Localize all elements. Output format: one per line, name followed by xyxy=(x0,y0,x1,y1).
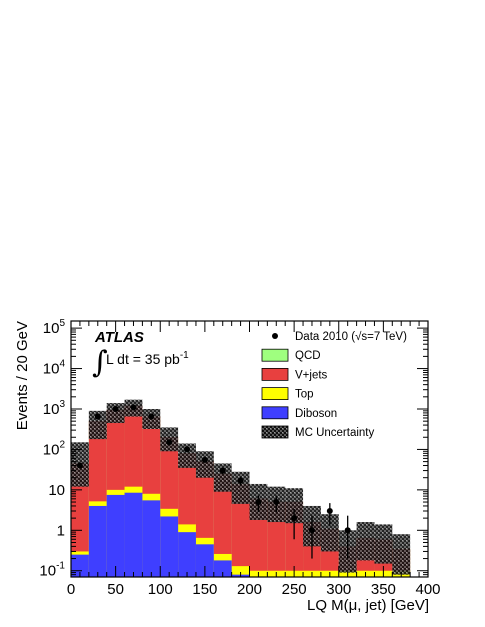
bar-diboson-0 xyxy=(71,554,89,577)
x-tick-label-8: 400 xyxy=(415,581,440,598)
x-axis-title: LQ M(μ, jet) [GeV] xyxy=(307,597,429,614)
bar-v-jets-9 xyxy=(231,483,250,577)
mc-uncertainty-band-6 xyxy=(178,443,196,468)
luminosity-superscript: -1 xyxy=(180,350,189,361)
bar-diboson-6 xyxy=(178,532,196,577)
bar-diboson-1 xyxy=(88,505,107,577)
legend-label-v-jets: V+jets xyxy=(295,369,328,381)
legend-swatch-diboson xyxy=(261,406,289,420)
data-point-12 xyxy=(291,515,298,522)
integral-symbol: ∫ xyxy=(92,345,108,380)
data-point-5 xyxy=(166,439,173,446)
legend-marker-data-2010-s-7-tev xyxy=(272,333,278,339)
y-tick-base: 1 xyxy=(57,522,65,539)
legend-label-diboson: Diboson xyxy=(295,408,337,420)
labels: ATLAS L dt = 35 pb-1 LQ M(μ, jet) [GeV] … xyxy=(14,321,429,614)
y-tick-label-3: 102 xyxy=(43,439,66,458)
bar-diboson-5 xyxy=(160,516,179,577)
mc-uncertainty-band-2 xyxy=(106,403,125,424)
data-point-13 xyxy=(308,527,315,534)
data-point-2 xyxy=(112,405,119,412)
y-tick-exponent: 2 xyxy=(59,439,65,450)
y-tick-base: 10 xyxy=(39,563,56,580)
x-tick-label-2: 100 xyxy=(148,581,173,598)
bar-diboson-8 xyxy=(213,560,232,577)
mc-uncertainty-band-1 xyxy=(88,410,107,440)
y-tick-exponent: 4 xyxy=(59,359,65,370)
y-tick-base: 10 xyxy=(43,320,60,337)
legend-label-qcd: QCD xyxy=(295,350,321,362)
legend-label-top: Top xyxy=(295,389,314,401)
y-tick-label-2: 103 xyxy=(43,399,66,418)
experiment-label: ATLAS xyxy=(94,329,144,346)
data-point-7 xyxy=(201,456,208,463)
y-tick-exponent: 3 xyxy=(59,399,65,410)
mc-uncertainty-band-9 xyxy=(231,471,250,504)
bar-diboson-2 xyxy=(106,494,125,577)
luminosity-label: L dt = 35 pb-1 xyxy=(106,350,189,367)
data-point-3 xyxy=(130,404,137,411)
x-tick-label-1: 50 xyxy=(107,581,124,598)
y-tick-exponent: 5 xyxy=(59,318,65,329)
legend-swatch-mc-uncertainty xyxy=(261,425,289,439)
data-point-6 xyxy=(184,446,191,453)
mc-uncertainty-band-14 xyxy=(320,514,339,552)
data-point-10 xyxy=(255,499,262,506)
y-tick-base: 10 xyxy=(48,482,65,499)
x-tick-label-5: 250 xyxy=(282,581,307,598)
y-tick-base: 10 xyxy=(43,441,60,458)
mc-uncertainty-band-12 xyxy=(285,488,304,524)
legend-swatch-v-jets xyxy=(261,367,289,381)
data-point-1 xyxy=(94,413,101,420)
mc-uncertainty-band-7 xyxy=(195,451,214,478)
data-point-4 xyxy=(148,413,155,420)
x-tick-label-0: 0 xyxy=(67,581,75,598)
y-axis-title: Events / 20 GeV xyxy=(14,321,31,430)
plot-area xyxy=(71,399,411,577)
axes: 0 50 100 150 200 250 300 350 4001051041031021011… xyxy=(39,318,440,598)
bar-diboson-3 xyxy=(124,492,143,577)
y-tick-base: 10 xyxy=(43,361,60,378)
legend-label-data-2010-s-7-tev: Data 2010 (√s=7 TeV) xyxy=(295,330,407,343)
x-tick-label-4: 200 xyxy=(237,581,262,598)
y-tick-label-1: 104 xyxy=(43,359,66,378)
legend-swatch-qcd xyxy=(261,348,289,362)
luminosity-main: L dt = 35 pb xyxy=(106,351,180,367)
x-tick-label-7: 350 xyxy=(371,581,396,598)
y-tick-label-5: 1 xyxy=(57,522,65,539)
data-point-9 xyxy=(237,477,244,484)
x-tick-label-6: 300 xyxy=(326,581,351,598)
legend: Data 2010 (√s=7 TeV) QCD V+jets Top Diboson M… xyxy=(261,330,407,439)
mc-uncertainty-band-16 xyxy=(356,522,375,561)
y-tick-exponent: -1 xyxy=(56,561,65,572)
data-point-11 xyxy=(273,499,280,506)
legend-label-mc-uncertainty: MC Uncertainty xyxy=(295,427,374,439)
y-tick-label-4: 10 xyxy=(48,482,65,499)
data-point-15 xyxy=(344,527,351,534)
data-point-14 xyxy=(326,508,333,515)
y-tick-label-6: 10-1 xyxy=(39,561,65,580)
bar-v-jets-8 xyxy=(213,473,232,577)
y-tick-base: 10 xyxy=(43,401,60,418)
bar-diboson-7 xyxy=(195,544,214,577)
y-tick-label-0: 105 xyxy=(43,318,66,337)
mc-uncertainty-band-18 xyxy=(392,534,411,575)
data-point-8 xyxy=(219,467,226,474)
mc-uncertainty-band-8 xyxy=(213,463,232,492)
legend-swatch-top xyxy=(261,387,289,401)
bar-top-9 xyxy=(231,566,250,577)
bar-diboson-4 xyxy=(142,500,161,577)
mc-uncertainty-band-17 xyxy=(374,524,393,564)
x-tick-label-3: 150 xyxy=(192,581,217,598)
data-point-0 xyxy=(76,462,83,469)
